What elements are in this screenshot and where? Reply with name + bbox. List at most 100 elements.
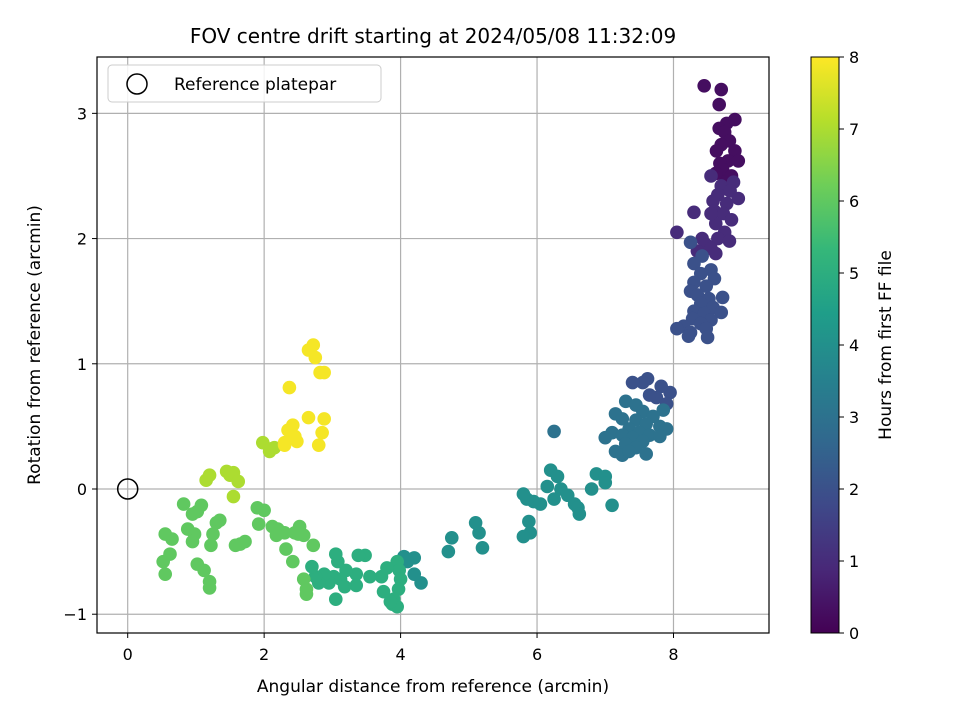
data-point bbox=[475, 541, 490, 555]
data-point bbox=[540, 479, 555, 494]
data-point bbox=[670, 321, 684, 336]
data-point bbox=[317, 365, 331, 380]
data-point bbox=[670, 225, 684, 240]
data-point bbox=[158, 567, 173, 581]
legend-reference-label: Reference platepar bbox=[174, 75, 336, 95]
data-point bbox=[315, 425, 329, 440]
data-point bbox=[722, 234, 737, 248]
y-tick-label: −1 bbox=[63, 605, 87, 624]
y-tick-label: 2 bbox=[77, 230, 87, 249]
x-tick-label: 6 bbox=[532, 645, 542, 664]
data-point bbox=[712, 97, 726, 112]
y-axis-label: Rotation from reference (arcmin) bbox=[25, 205, 45, 485]
data-point bbox=[176, 497, 191, 511]
data-point bbox=[468, 516, 483, 530]
data-point bbox=[383, 594, 398, 609]
data-point bbox=[516, 529, 531, 544]
colorbar-tick-label: 4 bbox=[849, 336, 859, 355]
data-point bbox=[699, 279, 714, 293]
data-point bbox=[709, 144, 724, 158]
data-point bbox=[605, 498, 619, 513]
data-point bbox=[711, 231, 725, 246]
x-tick-label: 4 bbox=[396, 645, 406, 664]
data-point bbox=[279, 542, 293, 556]
data-point bbox=[708, 246, 723, 261]
data-point bbox=[286, 554, 300, 569]
reference-layer bbox=[116, 478, 139, 500]
chart-title: FOV centre drift starting at 2024/05/08 … bbox=[190, 24, 676, 48]
data-point bbox=[251, 517, 266, 531]
data-point bbox=[704, 169, 718, 183]
data-point bbox=[204, 538, 218, 553]
colorbar-tick-label: 3 bbox=[849, 408, 859, 427]
data-point bbox=[231, 474, 246, 489]
data-point bbox=[444, 531, 459, 545]
data-point bbox=[697, 79, 711, 93]
data-point bbox=[635, 375, 650, 390]
colorbar-tick-label: 6 bbox=[849, 192, 859, 211]
data-point bbox=[516, 487, 531, 501]
y-axis-ticks: −1 0 1 2 3 bbox=[63, 104, 97, 624]
data-point bbox=[550, 469, 565, 484]
data-point bbox=[615, 412, 630, 426]
data-point bbox=[288, 526, 302, 540]
data-point bbox=[547, 424, 561, 439]
data-point bbox=[598, 475, 613, 490]
data-point bbox=[687, 205, 701, 220]
y-tick-label: 1 bbox=[77, 355, 87, 374]
data-point bbox=[299, 587, 314, 601]
data-point bbox=[522, 514, 536, 529]
x-axis-label: Angular distance from reference (arcmin) bbox=[257, 677, 609, 697]
colorbar-label: Hours from first FF file bbox=[876, 250, 896, 440]
legend-box bbox=[107, 64, 382, 103]
data-point bbox=[728, 112, 742, 127]
data-point bbox=[618, 394, 633, 409]
data-point bbox=[185, 534, 200, 549]
data-point bbox=[349, 578, 364, 593]
data-point bbox=[639, 447, 653, 461]
legend: Reference platepar bbox=[107, 64, 382, 103]
data-point bbox=[724, 212, 739, 227]
data-point bbox=[687, 256, 701, 271]
data-point bbox=[226, 489, 241, 504]
data-point bbox=[264, 442, 278, 456]
data-point bbox=[337, 579, 352, 594]
data-point bbox=[441, 544, 456, 559]
colorbar: 0 1 2 3 4 5 6 7 8 Hours from first FF file bbox=[810, 48, 896, 643]
data-point bbox=[265, 519, 280, 534]
legend-reference-marker bbox=[126, 73, 148, 95]
data-point bbox=[731, 154, 746, 168]
x-tick-label: 8 bbox=[668, 645, 678, 664]
data-point bbox=[282, 380, 297, 395]
y-tick-label: 3 bbox=[77, 104, 87, 123]
data-point bbox=[305, 559, 319, 574]
data-point bbox=[625, 375, 640, 390]
x-tick-label: 2 bbox=[259, 645, 269, 664]
data-point bbox=[317, 412, 331, 426]
data-point bbox=[194, 498, 209, 513]
data-point bbox=[642, 388, 657, 402]
data-point bbox=[584, 482, 599, 496]
colorbar-tick-label: 7 bbox=[849, 120, 859, 139]
data-point bbox=[306, 338, 321, 352]
data-point bbox=[156, 554, 170, 569]
data-point bbox=[700, 330, 715, 345]
colorbar-tick-label: 1 bbox=[849, 552, 859, 571]
points-layer bbox=[156, 79, 746, 614]
data-point bbox=[180, 522, 195, 536]
data-point bbox=[547, 492, 561, 506]
data-point bbox=[277, 438, 292, 452]
data-point bbox=[714, 82, 729, 97]
data-point bbox=[407, 567, 422, 581]
data-point bbox=[656, 403, 671, 417]
data-point bbox=[328, 547, 343, 561]
x-axis-ticks: 0 2 4 6 8 bbox=[123, 633, 679, 664]
data-point bbox=[202, 468, 217, 483]
data-point bbox=[250, 500, 265, 515]
data-point bbox=[653, 429, 667, 444]
data-point bbox=[351, 548, 366, 563]
colorbar-tick-label: 8 bbox=[849, 48, 859, 67]
reference-marker bbox=[116, 478, 139, 500]
